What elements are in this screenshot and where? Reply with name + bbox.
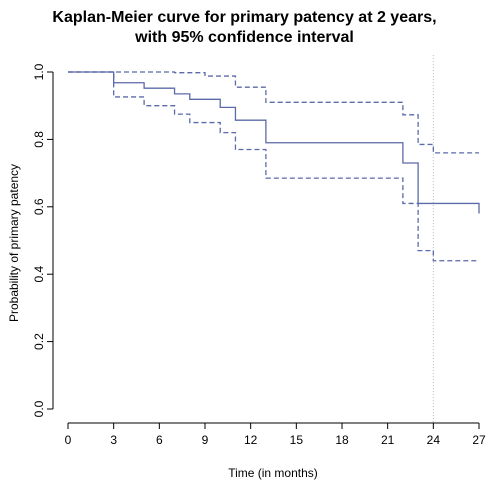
y-tick-label-4: 0.8	[32, 131, 46, 148]
x-tick-label-9: 9	[202, 433, 209, 447]
lower-confidence-curve	[68, 71, 479, 262]
x-tick-label-24: 24	[427, 433, 441, 447]
y-axis-label: Probability of primary patency	[7, 164, 21, 322]
x-tick-label-3: 3	[110, 433, 117, 447]
y-tick-label-5: 1.0	[32, 63, 46, 80]
y-tick-label-2: 0.4	[32, 266, 46, 283]
x-tick-label-18: 18	[335, 433, 349, 447]
plot-area	[68, 55, 480, 423]
chart-title-line-1: Kaplan-Meier curve for primary patency a…	[52, 9, 437, 26]
survival-curve	[68, 71, 480, 214]
chart-title-line-2: with 95% confidence interval	[135, 29, 354, 46]
y-tick-label-0: 0.0	[32, 400, 46, 417]
upper-confidence-curve	[68, 71, 479, 154]
x-tick-label-12: 12	[244, 433, 258, 447]
axes: 0 3 6 9 12 15 18 21 24 27 0.0 0.2 0.4 0.6 0.8 1.0	[32, 63, 486, 447]
x-tick-label-15: 15	[290, 433, 304, 447]
y-tick-label-3: 0.6	[32, 198, 46, 215]
x-tick-label-27: 27	[472, 433, 486, 447]
x-tick-label-21: 21	[381, 433, 395, 447]
x-tick-label-0: 0	[65, 433, 72, 447]
y-tick-label-1: 0.2	[32, 333, 46, 350]
x-axis-label: Time (in months)	[228, 466, 318, 480]
x-tick-label-6: 6	[156, 433, 163, 447]
